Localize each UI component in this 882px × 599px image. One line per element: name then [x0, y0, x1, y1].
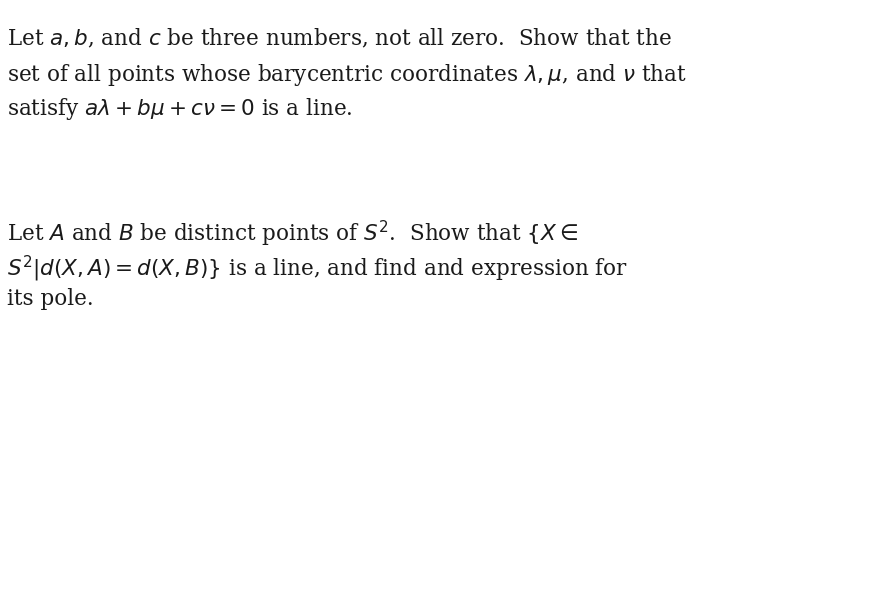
Text: satisfy $a\lambda + b\mu + c\nu = 0$ is a line.: satisfy $a\lambda + b\mu + c\nu = 0$ is … [7, 96, 353, 122]
Text: its pole.: its pole. [7, 288, 93, 310]
Text: Let $A$ and $B$ be distinct points of $S^2$.  Show that $\{X \in$: Let $A$ and $B$ be distinct points of $S… [7, 219, 579, 249]
Text: Let $a, b$, and $c$ be three numbers, not all zero.  Show that the: Let $a, b$, and $c$ be three numbers, no… [7, 27, 672, 50]
Text: $S^2|d(X, A) = d(X, B)\}$ is a line, and find and expression for: $S^2|d(X, A) = d(X, B)\}$ is a line, and… [7, 253, 628, 283]
Text: set of all points whose barycentric coordinates $\lambda, \mu$, and $\nu$ that: set of all points whose barycentric coor… [7, 62, 687, 87]
